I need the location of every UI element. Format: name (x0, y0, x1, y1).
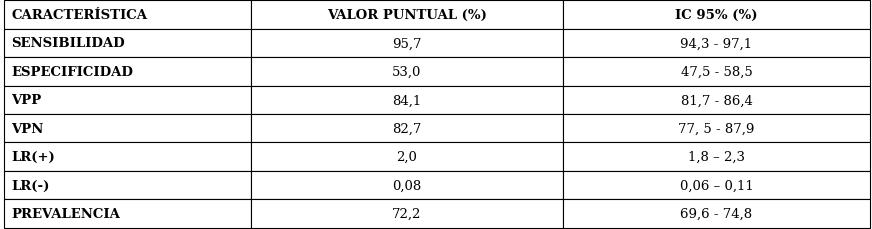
Bar (562, 58, 870, 86)
Bar (562, 143, 870, 171)
Text: VPN: VPN (11, 122, 44, 135)
Bar (4, 1, 251, 30)
Bar (4, 30, 251, 58)
Bar (562, 30, 870, 58)
Bar (4, 86, 251, 114)
Text: CARACTERÍSTICA: CARACTERÍSTICA (11, 9, 147, 22)
Text: 95,7: 95,7 (392, 37, 422, 50)
Bar (562, 171, 870, 199)
Text: 77, 5 - 87,9: 77, 5 - 87,9 (678, 122, 755, 135)
Text: 84,1: 84,1 (392, 94, 422, 107)
Text: 47,5 - 58,5: 47,5 - 58,5 (681, 65, 753, 79)
Text: 82,7: 82,7 (392, 122, 422, 135)
Text: 94,3 - 97,1: 94,3 - 97,1 (680, 37, 753, 50)
Bar (562, 86, 870, 114)
Bar (251, 58, 562, 86)
Bar (251, 114, 562, 143)
Text: 1,8 – 2,3: 1,8 – 2,3 (688, 150, 745, 164)
Text: ESPECIFICIDAD: ESPECIFICIDAD (11, 65, 133, 79)
Text: 69,6 - 74,8: 69,6 - 74,8 (680, 207, 753, 220)
Text: 81,7 - 86,4: 81,7 - 86,4 (681, 94, 753, 107)
Text: VALOR PUNTUAL (%): VALOR PUNTUAL (%) (327, 9, 487, 22)
Text: SENSIBILIDAD: SENSIBILIDAD (11, 37, 125, 50)
Bar (251, 171, 562, 199)
Text: 72,2: 72,2 (392, 207, 422, 220)
Text: LR(+): LR(+) (11, 150, 55, 164)
Bar (4, 143, 251, 171)
Text: LR(-): LR(-) (11, 179, 50, 192)
Bar (562, 199, 870, 228)
Text: 2,0: 2,0 (397, 150, 418, 164)
Text: 0,06 – 0,11: 0,06 – 0,11 (679, 179, 753, 192)
Bar (251, 143, 562, 171)
Bar (4, 114, 251, 143)
Bar (4, 58, 251, 86)
Text: 53,0: 53,0 (392, 65, 422, 79)
Bar (562, 1, 870, 30)
Text: PREVALENCIA: PREVALENCIA (11, 207, 120, 220)
Bar (4, 171, 251, 199)
Bar (4, 199, 251, 228)
Text: 0,08: 0,08 (392, 179, 422, 192)
Text: VPP: VPP (11, 94, 42, 107)
Bar (251, 1, 562, 30)
Text: IC 95% (%): IC 95% (%) (675, 9, 758, 22)
Bar (251, 86, 562, 114)
Bar (251, 199, 562, 228)
Bar (562, 114, 870, 143)
Bar (251, 30, 562, 58)
